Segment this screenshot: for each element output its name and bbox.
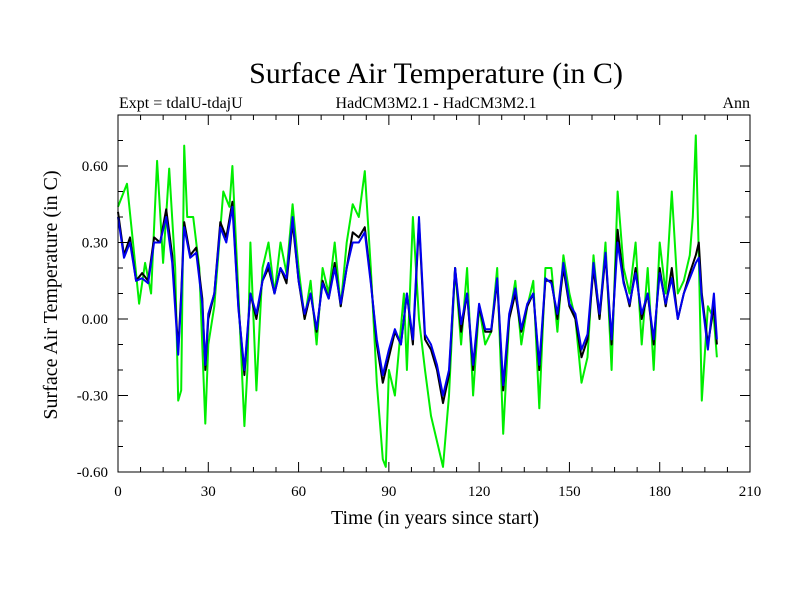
tick-layer: 0 30 60 90 120 150 180 210 -0.60 -0.30 0.00 0.30 0.6…: [77, 114, 762, 500]
y-axis-label: Surface Air Temperature (in C): [40, 170, 62, 419]
series-line-green: [117, 134, 718, 468]
series-line-blue: [117, 205, 718, 397]
series-layer: [117, 134, 718, 468]
x-tick-label: 120: [468, 484, 491, 500]
plot-frame: [117, 114, 751, 473]
x-tick-label: 60: [291, 484, 306, 500]
chart-title: Surface Air Temperature (in C): [249, 57, 623, 90]
x-tick-label: 90: [381, 484, 396, 500]
experiment-label: Expt = tdalU-tdajU: [119, 95, 243, 112]
x-tick-label: 0: [114, 484, 122, 500]
x-axis-label: Time (in years since start): [331, 507, 539, 529]
y-tick-label: -0.60: [77, 465, 108, 481]
model-comparison-label: HadCM3M2.1 - HadCM3M2.1: [336, 95, 537, 112]
y-tick-label: 0.60: [82, 159, 108, 175]
y-tick-label: 0.30: [82, 236, 108, 252]
x-tick-label: 180: [648, 484, 671, 500]
x-tick-label: 150: [558, 484, 581, 500]
x-tick-label: 30: [201, 484, 216, 500]
plot-area: 0 30 60 90 120 150 180 210 -0.60 -0.30 0.00 0.30 0.6…: [77, 114, 762, 500]
season-label: Ann: [722, 95, 750, 112]
y-tick-label: 0.00: [82, 312, 108, 328]
x-tick-label: 210: [739, 484, 762, 500]
y-tick-label: -0.30: [77, 389, 108, 405]
